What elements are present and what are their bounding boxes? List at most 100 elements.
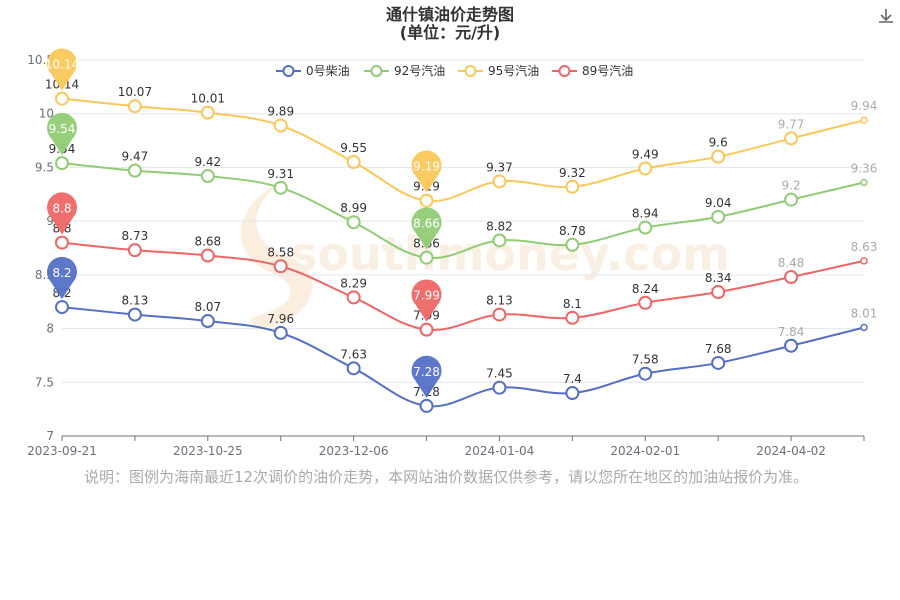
data-point[interactable] bbox=[492, 233, 507, 248]
data-point[interactable] bbox=[565, 386, 580, 401]
data-point[interactable] bbox=[127, 99, 142, 114]
data-label: 8.82 bbox=[486, 219, 513, 233]
data-label: 9.04 bbox=[705, 196, 732, 210]
data-point[interactable] bbox=[565, 179, 580, 194]
download-icon[interactable] bbox=[876, 6, 896, 26]
legend-label: 89号汽油 bbox=[582, 63, 633, 78]
data-point[interactable] bbox=[860, 178, 868, 187]
data-point[interactable] bbox=[55, 235, 69, 250]
legend-item[interactable]: 0号柴油 bbox=[276, 64, 350, 78]
y-tick-label: 7.5 bbox=[35, 375, 54, 389]
data-point[interactable] bbox=[784, 338, 799, 353]
data-label: 9.31 bbox=[267, 167, 294, 181]
series-layer bbox=[55, 91, 868, 413]
data-label: 9.42 bbox=[194, 155, 221, 169]
data-label: 8.13 bbox=[486, 294, 513, 308]
data-point[interactable] bbox=[565, 237, 580, 252]
data-point[interactable] bbox=[346, 361, 361, 376]
data-label: 8.01 bbox=[851, 306, 878, 320]
watermark: southmoney.com bbox=[240, 175, 730, 330]
pin-label: 9.54 bbox=[49, 122, 76, 136]
data-point[interactable] bbox=[492, 307, 507, 322]
data-point[interactable] bbox=[55, 156, 69, 171]
pin-label: 9.19 bbox=[413, 160, 440, 174]
data-point[interactable] bbox=[784, 192, 799, 207]
y-tick-label: 10 bbox=[39, 107, 54, 121]
pin-label: 10.14 bbox=[45, 58, 79, 72]
data-point[interactable] bbox=[638, 220, 653, 235]
data-point[interactable] bbox=[273, 259, 288, 274]
pin-marker: 7.28 bbox=[411, 355, 442, 398]
x-tick-label: 2023-10-25 bbox=[173, 444, 243, 458]
legend-item[interactable]: 95号汽油 bbox=[458, 63, 539, 78]
data-point[interactable] bbox=[273, 180, 288, 195]
data-point[interactable] bbox=[127, 163, 142, 178]
y-tick-label: 8 bbox=[46, 322, 54, 336]
data-point[interactable] bbox=[200, 314, 215, 329]
legend-item[interactable]: 92号汽油 bbox=[364, 63, 445, 78]
x-tick-label: 2024-02-01 bbox=[610, 444, 680, 458]
series-line bbox=[61, 306, 865, 408]
data-point[interactable] bbox=[492, 380, 507, 395]
pin-marker: 9.54 bbox=[46, 112, 77, 156]
data-label: 8.48 bbox=[778, 256, 805, 270]
data-point[interactable] bbox=[784, 270, 799, 285]
data-point[interactable] bbox=[860, 323, 868, 332]
data-label: 9.2 bbox=[782, 179, 801, 193]
data-point[interactable] bbox=[200, 248, 215, 263]
data-point[interactable] bbox=[419, 193, 434, 208]
pin-label: 8.66 bbox=[413, 217, 440, 231]
data-point[interactable] bbox=[55, 300, 69, 315]
pin-label: 7.99 bbox=[413, 289, 440, 303]
data-point[interactable] bbox=[200, 169, 215, 184]
data-label: 8.29 bbox=[340, 276, 367, 290]
data-point[interactable] bbox=[711, 209, 726, 224]
pin-label: 8.8 bbox=[52, 202, 71, 216]
data-point[interactable] bbox=[638, 366, 653, 381]
data-point[interactable] bbox=[419, 322, 434, 337]
data-point[interactable] bbox=[273, 118, 288, 133]
data-label: 9.55 bbox=[340, 141, 367, 155]
data-point[interactable] bbox=[346, 215, 361, 230]
chart-subtitle: (单位：元/升) bbox=[400, 23, 500, 42]
data-point[interactable] bbox=[860, 257, 868, 265]
data-label: 9.47 bbox=[122, 150, 149, 164]
data-point[interactable] bbox=[419, 250, 434, 265]
data-point[interactable] bbox=[638, 161, 653, 176]
data-point[interactable] bbox=[492, 174, 507, 189]
data-label: 9.37 bbox=[486, 160, 513, 174]
chart-title: 通什镇油价走势图 bbox=[386, 5, 514, 24]
pin-marker: 7.99 bbox=[411, 279, 442, 322]
data-point[interactable] bbox=[200, 105, 215, 120]
data-labels: 8.2 8.13 8.07 7.96 7.63 7.28 7.45 7.4 7.58 7.68 7.… bbox=[45, 78, 878, 399]
data-point[interactable] bbox=[273, 325, 288, 340]
legend-item[interactable]: 89号汽油 bbox=[552, 63, 633, 78]
data-label: 8.58 bbox=[267, 245, 294, 259]
data-point[interactable] bbox=[565, 310, 580, 325]
data-point[interactable] bbox=[711, 285, 726, 300]
data-point[interactable] bbox=[784, 131, 799, 146]
data-point[interactable] bbox=[711, 149, 726, 164]
data-point[interactable] bbox=[860, 116, 868, 124]
pin-label: 8.2 bbox=[52, 266, 71, 280]
data-point[interactable] bbox=[638, 295, 653, 310]
pin-marker: 8.2 bbox=[47, 256, 77, 300]
pin-marker: 9.19 bbox=[411, 150, 442, 193]
data-point[interactable] bbox=[346, 155, 361, 170]
data-label: 8.1 bbox=[563, 297, 582, 311]
data-point[interactable] bbox=[127, 243, 142, 258]
data-point[interactable] bbox=[346, 290, 361, 305]
data-point[interactable] bbox=[127, 307, 142, 322]
pin-marker: 8.8 bbox=[46, 192, 77, 235]
legend[interactable]: 0号柴油 92号汽油 95号汽油 89号汽油 bbox=[276, 63, 633, 78]
pin-label: 7.28 bbox=[413, 365, 440, 379]
data-label: 7.96 bbox=[267, 312, 294, 326]
data-label: 8.13 bbox=[122, 294, 149, 308]
data-label: 7.68 bbox=[705, 342, 732, 356]
x-tick-label: 2023-12-06 bbox=[319, 444, 389, 458]
data-point[interactable] bbox=[55, 91, 69, 106]
data-point[interactable] bbox=[711, 355, 726, 370]
data-point[interactable] bbox=[419, 398, 434, 413]
data-label: 8.63 bbox=[851, 240, 878, 254]
